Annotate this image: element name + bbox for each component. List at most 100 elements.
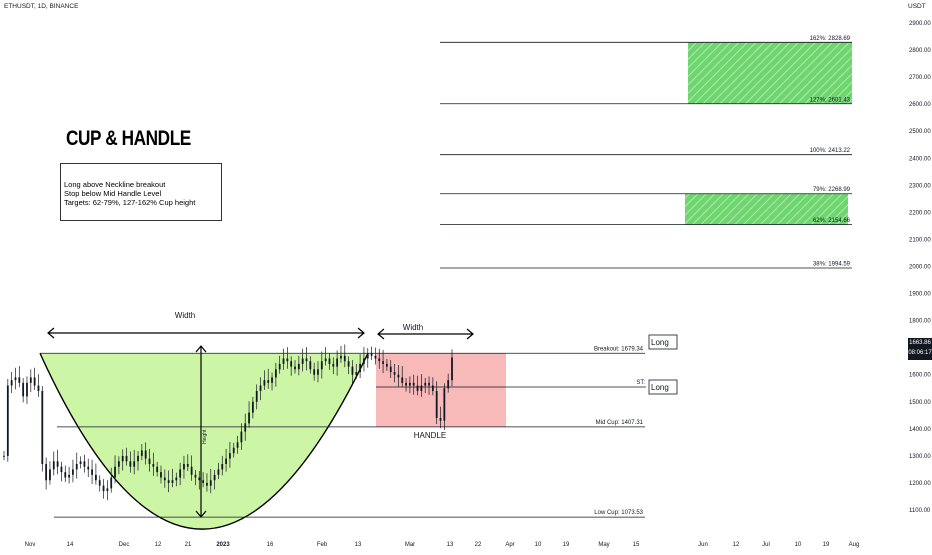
candle-body-52 (202, 480, 205, 483)
candle-body-55 (213, 474, 216, 481)
candle-body-74 (286, 358, 289, 362)
candle-body-102 (393, 372, 396, 375)
candle-body-31 (121, 455, 124, 462)
x-tick-2: Dec (119, 542, 130, 548)
x-tick-0: Nov (25, 542, 36, 548)
x-tick-17: Jun (698, 542, 708, 548)
fib-label-1: 127%: 2601.43 (810, 97, 851, 103)
candle-body-60 (232, 447, 235, 454)
candle-body-28 (110, 477, 113, 489)
candle-body-40 (156, 466, 159, 473)
handle-label: HANDLE (414, 431, 446, 440)
y-tick-14: 2500.00 (909, 129, 931, 135)
candle-body-17 (68, 474, 70, 478)
x-tick-15: May (598, 542, 609, 548)
candle-body-110 (424, 382, 427, 386)
candle-body-29 (114, 466, 116, 478)
last-price-value: 1663.86 (909, 340, 931, 346)
x-tick-3: 12 (155, 542, 162, 548)
candle-body-37 (144, 450, 147, 459)
candle-body-87 (336, 358, 339, 367)
candle-body-100 (386, 363, 388, 367)
candle-body-35 (137, 455, 139, 462)
candle-body-21 (83, 461, 86, 467)
candle-body-105 (405, 382, 407, 386)
candle-body-9 (37, 385, 40, 391)
candle-body-92 (355, 372, 358, 375)
candle-body-14 (56, 461, 59, 467)
candle-body-7 (29, 377, 32, 383)
candle-body-98 (378, 358, 381, 362)
breakout-label: Breakout: 1679.34 (594, 346, 644, 352)
candle-body-89 (343, 355, 346, 362)
currency-unit-label: USDT (908, 3, 926, 10)
strategy-note-box: Long above Neckline breakout Stop below … (60, 163, 222, 221)
cup-width-label: Width (175, 311, 195, 320)
candle-body-26 (102, 485, 105, 492)
candle-body-51 (198, 477, 201, 481)
fib-label-4: 62%: 2154.66 (813, 218, 851, 224)
y-tick-9: 2000.00 (909, 265, 931, 271)
note-line-targets: Targets: 62-79%, 127-162% Cup height (64, 198, 196, 207)
x-tick-11: 22 (475, 542, 482, 548)
candle-body-114 (439, 418, 442, 421)
long-label-2: Long (651, 383, 669, 392)
fib-label-0: 162%: 2828.69 (810, 36, 851, 42)
long-box-1 (648, 334, 678, 350)
candle-body-45 (175, 477, 178, 481)
candle-body-5 (22, 382, 25, 397)
x-tick-19: Jul (762, 542, 770, 548)
low-cup-label: Low Cup: 1073.53 (594, 510, 643, 516)
candle-body-33 (129, 461, 132, 467)
candle-body-24 (94, 474, 97, 481)
candle-body-112 (431, 385, 434, 391)
y-tick-15: 2600.00 (909, 102, 931, 108)
candle-body-64 (248, 412, 250, 424)
y-tick-4: 1500.00 (909, 400, 931, 406)
candle-body-18 (72, 469, 74, 475)
y-tick-13: 2400.00 (909, 156, 931, 162)
x-tick-6: 16 (267, 542, 274, 548)
x-tick-10: 13 (447, 542, 454, 548)
candle-body-44 (171, 480, 174, 483)
x-tick-22: Aug (849, 542, 860, 548)
fib-label-2: 100%: 2413.22 (810, 148, 851, 154)
candle-body-85 (328, 358, 331, 364)
candle-body-10 (41, 390, 44, 465)
fib-label-5: 38%: 1994.59 (813, 261, 851, 267)
st-label: ST: (636, 380, 645, 386)
handle-box (376, 353, 506, 427)
candle-body-27 (106, 488, 109, 492)
x-tick-5: 2023 (216, 542, 230, 548)
candle-body-49 (190, 466, 193, 475)
candle-body-13 (52, 461, 55, 470)
candle-body-97 (374, 355, 377, 359)
candle-body-54 (209, 480, 212, 486)
x-tick-4: 21 (185, 542, 192, 548)
candle-body-84 (324, 358, 327, 362)
candle-body-76 (294, 366, 296, 370)
mid-cup-label: Mid Cup: 1407.31 (596, 420, 644, 426)
candle-body-56 (217, 469, 220, 475)
bar-countdown: 08:06:17 (908, 350, 932, 356)
y-tick-3: 1400.00 (909, 427, 931, 433)
candle-body-111 (428, 382, 430, 386)
candle-body-79 (305, 358, 308, 362)
x-tick-16: 15 (633, 542, 640, 548)
candle-body-95 (366, 353, 369, 359)
candle-body-12 (49, 469, 51, 481)
candle-body-41 (160, 472, 162, 478)
candle-body-3 (14, 377, 17, 381)
candle-body-103 (397, 374, 400, 378)
candle-body-93 (359, 363, 362, 373)
candle-body-99 (382, 361, 384, 364)
candle-body-104 (401, 377, 404, 383)
candle-body-63 (244, 423, 247, 432)
candle-body-47 (183, 464, 185, 470)
note-line-stop: Stop below Mid Handle Level (64, 189, 162, 198)
candle-body-75 (290, 361, 293, 367)
y-tick-5: 1600.00 (909, 373, 931, 379)
y-tick-0: 1100.00 (909, 508, 931, 514)
